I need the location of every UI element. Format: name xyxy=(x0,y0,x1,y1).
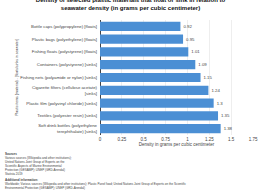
svg-text:0: 0 xyxy=(99,137,102,142)
svg-text:1.5: 1.5 xyxy=(228,137,235,142)
svg-text:Plastic bags (polyethylene) [f: Plastic bags (polyethylene) [floats] xyxy=(32,37,97,42)
svg-text:0.25: 0.25 xyxy=(117,137,126,142)
svg-text:Fishing nets (polyamide or nyl: Fishing nets (polyamide or nylon) [sinks… xyxy=(20,75,97,80)
svg-text:Bottle caps (polypropylene) [f: Bottle caps (polypropylene) [floats] xyxy=(31,24,97,29)
svg-text:1.15: 1.15 xyxy=(204,75,213,80)
svg-text:1.01: 1.01 xyxy=(191,49,200,54)
svg-text:1.09: 1.09 xyxy=(198,62,207,67)
svg-text:Textiles (polyester resin) [si: Textiles (polyester resin) [sinks] xyxy=(37,113,97,118)
svg-text:Plastic film (polyvinyl chlori: Plastic film (polyvinyl chloride) [sinks… xyxy=(26,101,97,106)
svg-text:Additional information:Worldwi: Additional information:Worldwide; Variou… xyxy=(5,178,186,190)
svg-text:SourcesVarious sources (Wikipe: SourcesVarious sources (Wikipedia and ot… xyxy=(5,152,72,176)
svg-text:1.3: 1.3 xyxy=(217,101,224,106)
svg-text:Density of selected plastic ma: Density of selected plastic materials th… xyxy=(36,0,226,11)
svg-text:Fishing floats (polystyrene) [: Fishing floats (polystyrene) [floats] xyxy=(32,49,97,54)
svg-text:Soft drink bottles (polyethyle: Soft drink bottles (polyethyleneterephth… xyxy=(38,123,97,134)
svg-text:Cigarette filters (cellulose a: Cigarette filters (cellulose acetate)[si… xyxy=(32,85,98,96)
svg-text:Plastic items (material) - [fl: Plastic items (material) - [floats/sinks… xyxy=(15,39,19,116)
svg-text:1.24: 1.24 xyxy=(211,88,220,93)
svg-text:0.75: 0.75 xyxy=(161,137,170,142)
svg-text:0.95: 0.95 xyxy=(186,37,195,42)
svg-text:Density in grams per cubic cen: Density in grams per cubic centimeter xyxy=(139,142,215,147)
svg-text:1.35: 1.35 xyxy=(221,113,230,118)
svg-text:1.25: 1.25 xyxy=(205,137,214,142)
svg-text:Containers (polystyrene) [sink: Containers (polystyrene) [sinks] xyxy=(37,62,97,67)
svg-text:0.92: 0.92 xyxy=(183,24,192,29)
svg-text:0.5: 0.5 xyxy=(141,137,148,142)
svg-text:1: 1 xyxy=(186,137,189,142)
svg-text:1.75: 1.75 xyxy=(249,137,258,142)
svg-text:1.38: 1.38 xyxy=(224,126,233,131)
